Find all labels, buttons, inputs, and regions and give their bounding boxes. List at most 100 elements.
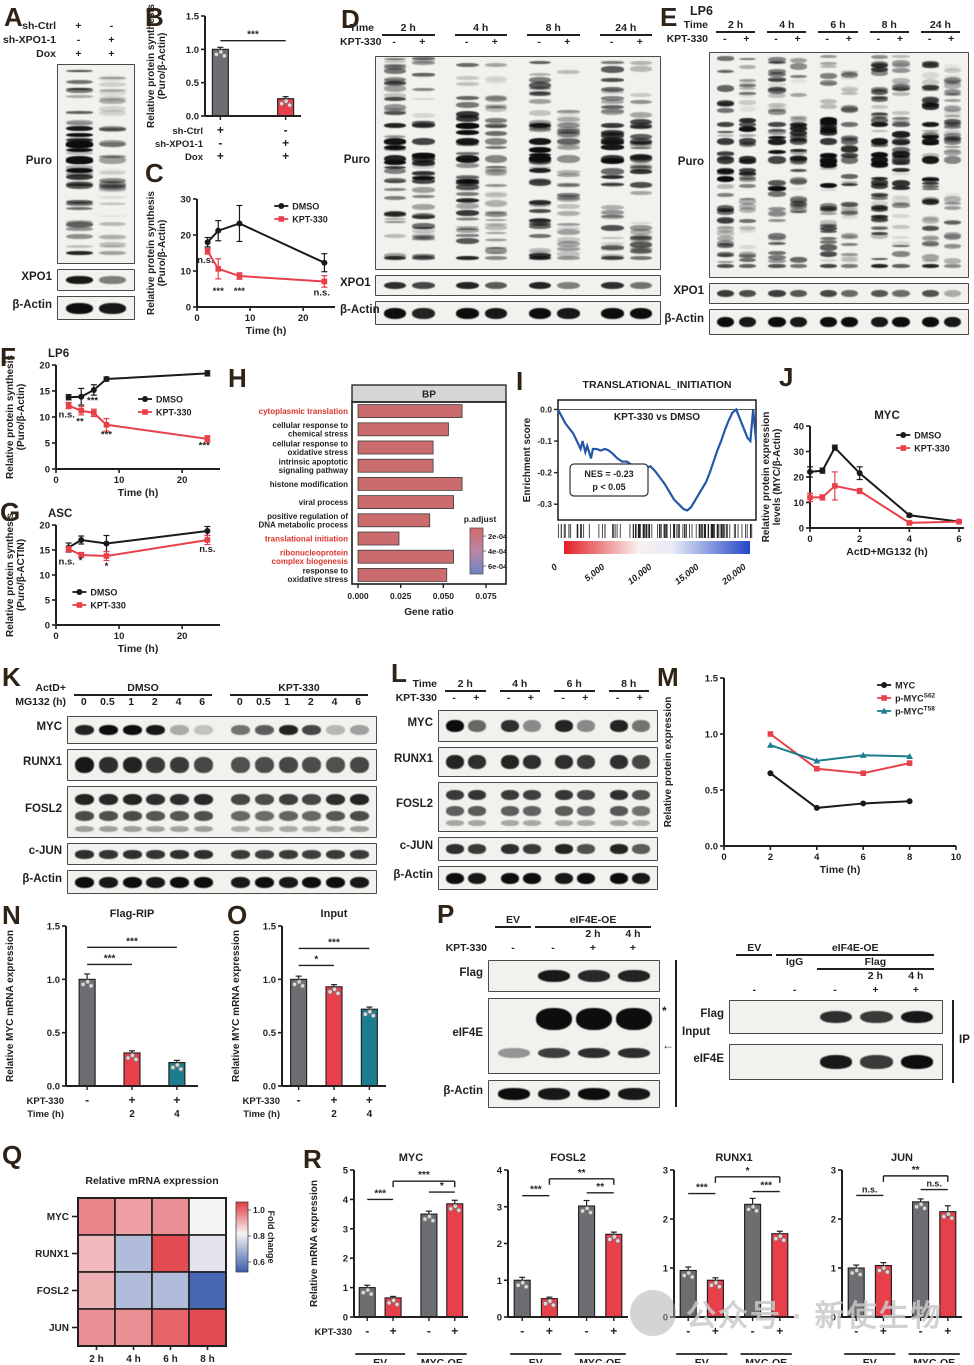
svg-text:0.5: 0.5	[705, 786, 719, 797]
svg-text:0: 0	[497, 1313, 502, 1324]
wb-row-XPO1	[57, 269, 135, 291]
wb-row-RUNX1	[67, 749, 377, 781]
svg-text:8: 8	[907, 852, 912, 863]
svg-text:3: 3	[831, 1166, 836, 1177]
svg-text:5: 5	[343, 1166, 349, 1177]
svg-text:1.0: 1.0	[705, 730, 718, 741]
svg-text:KPT-330: KPT-330	[292, 215, 328, 225]
svg-text:KPT-330: KPT-330	[90, 601, 126, 611]
svg-text:Relative protein expression: Relative protein expression	[663, 697, 674, 828]
svg-text:1.5: 1.5	[186, 12, 200, 23]
wb-row-XPO1	[709, 283, 969, 304]
svg-text:positive regulation of: positive regulation of	[267, 512, 348, 521]
svg-text:Relative protein synthesis(Pur: Relative protein synthesis(Puro/β-Actin)	[5, 355, 27, 479]
svg-text:10: 10	[245, 313, 256, 324]
panel-h-label: H	[228, 363, 247, 393]
svg-text:p-MYCS62: p-MYCS62	[895, 693, 935, 704]
svg-text:n.s.: n.s.	[59, 410, 75, 421]
svg-text:KPT-330: KPT-330	[156, 408, 192, 418]
svg-text:p-MYCT58: p-MYCT58	[895, 706, 935, 717]
svg-text:4: 4	[497, 1166, 503, 1177]
svg-text:0: 0	[831, 1313, 836, 1324]
panel-e-label: E	[660, 2, 678, 32]
panel-g-label: G	[0, 497, 21, 527]
chart-i: TRANSLATIONAL_INITIATION 0.0 -0.1 -0.2 -0.3 E…	[518, 368, 764, 620]
svg-text:+: +	[944, 1324, 951, 1338]
svg-text:Time (h): Time (h)	[118, 487, 159, 499]
svg-text:DMSO: DMSO	[90, 588, 117, 598]
panel-j-label: J	[779, 362, 794, 392]
svg-text:*: *	[105, 561, 109, 572]
svg-text:Relative protein synthesis(Pur: Relative protein synthesis(Puro/β-Actin)	[146, 191, 168, 315]
svg-text:0: 0	[45, 465, 50, 476]
svg-text:2: 2	[497, 1239, 502, 1250]
panel-l-label: L	[391, 658, 407, 688]
chart-h: BP cytoplasmic translation cellular respon…	[248, 366, 518, 628]
panel-q-label: Q	[2, 1140, 23, 1170]
wb-row-β-Actin	[488, 1080, 660, 1108]
wb-row-β-Actin	[375, 301, 661, 325]
chart-r-myc: 0 1 2 3 4 5 *** *** * KPT-330- + - + EV MYC-OE MYC Relat…	[306, 1148, 474, 1365]
svg-text:+: +	[451, 1324, 458, 1338]
svg-text:1.5: 1.5	[263, 922, 277, 933]
wb-row-eIF4E	[488, 998, 660, 1074]
watermark-logo-icon	[630, 1290, 676, 1336]
wb-row-Flag	[488, 960, 660, 992]
svg-text:0.0: 0.0	[540, 404, 552, 414]
svg-text:10: 10	[114, 631, 125, 642]
svg-text:0.5: 0.5	[186, 78, 200, 89]
chartG-svg: 0 5 10 15 20 0 10 20 Relative protein synthesis(…	[5, 508, 220, 655]
svg-text:+: +	[776, 1324, 783, 1338]
svg-text:***: ***	[247, 30, 259, 41]
svg-text:DNA metabolic process: DNA metabolic process	[258, 521, 348, 530]
svg-text:Relative protein expressionlev: Relative protein expressionlevels (MYC/β…	[761, 412, 783, 543]
svg-text:Relative protein synthesis(Pur: Relative protein synthesis(Puro/β-ACTIN)	[5, 513, 27, 637]
svg-text:cytoplasmic translation: cytoplasmic translation	[259, 407, 348, 416]
wb-row-β-Actin	[67, 870, 377, 894]
wb-row-eIF4E	[729, 1044, 943, 1080]
wb-row-Puro	[57, 64, 135, 264]
svg-text:RUNX1: RUNX1	[715, 1152, 752, 1164]
svg-text:+: +	[128, 1093, 135, 1107]
svg-text:0: 0	[721, 852, 726, 863]
svg-text:20: 20	[793, 473, 804, 484]
svg-text:sh-XPO1-1: sh-XPO1-1	[155, 139, 204, 150]
svg-text:3: 3	[343, 1224, 348, 1235]
svg-text:***: ***	[418, 1170, 430, 1181]
svg-text:0: 0	[53, 475, 58, 486]
chart-f: 0 5 10 15 20 0 10 20 Relative protein synthesis(…	[2, 341, 228, 499]
panel-f-label: F	[0, 342, 16, 372]
svg-text:ribonucleoprotein: ribonucleoprotein	[280, 548, 348, 557]
svg-text:2: 2	[768, 852, 773, 863]
svg-text:-: -	[218, 136, 222, 150]
svg-text:20: 20	[39, 361, 50, 372]
svg-text:-: -	[585, 1324, 589, 1338]
chart-g: 0 5 10 15 20 0 10 20 Relative protein synthesis(…	[2, 499, 228, 659]
svg-text:***: ***	[87, 395, 98, 406]
svg-text:Dox: Dox	[185, 152, 204, 163]
svg-text:**: **	[76, 416, 84, 427]
svg-text:Time (h): Time (h)	[118, 643, 159, 655]
svg-text:ASC: ASC	[48, 508, 72, 520]
wb-row-XPO1	[375, 275, 661, 296]
svg-text:+: +	[282, 149, 289, 163]
svg-text:1: 1	[831, 1264, 837, 1275]
svg-text:10: 10	[793, 498, 804, 509]
chart-q: Relative mRNA expression MYC RUNX1 FOSL2 JUN…	[0, 1150, 292, 1365]
svg-text:4: 4	[367, 1109, 373, 1120]
svg-text:MYC: MYC	[399, 1152, 424, 1164]
watermark-text: 公众号 · 新使生物	[686, 1300, 943, 1333]
chartC-svg: 0 10 20 30 0 10 20 Relative protein synthesis(P…	[146, 191, 335, 337]
svg-text:0: 0	[807, 534, 812, 545]
svg-text:6 h: 6 h	[163, 1354, 177, 1365]
svg-text:0.075: 0.075	[475, 591, 497, 601]
wb-row-Flag	[729, 1000, 943, 1034]
svg-text:MYC: MYC	[874, 410, 900, 422]
panel-c-label: C	[145, 158, 164, 188]
svg-text:0: 0	[194, 313, 199, 324]
